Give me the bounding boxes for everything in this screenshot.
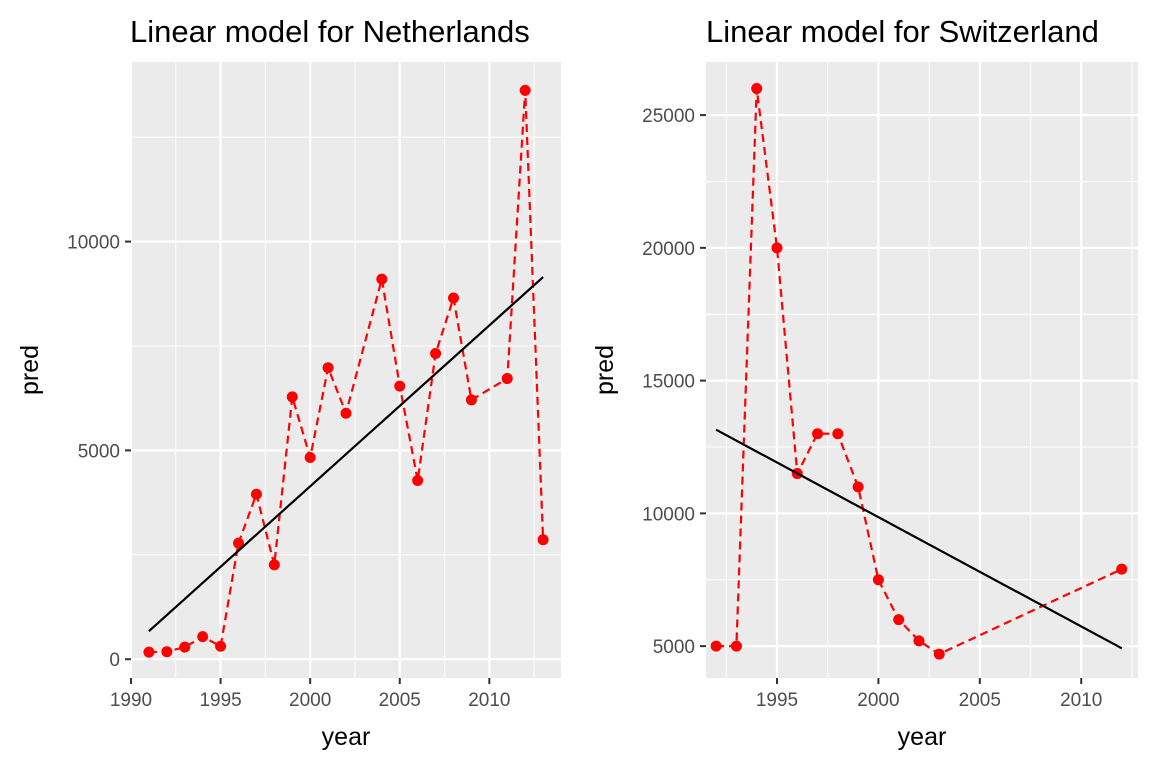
- chart-title: Linear model for Switzerland: [706, 14, 1099, 49]
- data-point: [161, 646, 173, 658]
- y-tick-label: 15000: [642, 372, 695, 393]
- data-point: [179, 641, 191, 653]
- data-point: [448, 292, 459, 304]
- y-axis: 5000 10000 15000 20000 25000: [642, 106, 706, 658]
- y-axis-title: pred: [591, 345, 619, 395]
- data-point: [215, 640, 227, 652]
- data-point: [430, 348, 442, 360]
- plot-background: [706, 62, 1138, 678]
- data-point: [751, 83, 763, 95]
- x-tick-label: 2005: [959, 690, 1001, 711]
- data-point: [852, 481, 864, 493]
- y-tick-label: 5000: [653, 637, 695, 658]
- y-tick-label: 5000: [78, 441, 120, 462]
- data-point: [143, 646, 155, 658]
- data-point: [412, 474, 424, 486]
- data-point: [913, 635, 925, 647]
- data-point: [933, 648, 945, 660]
- y-tick-label: 10000: [642, 504, 695, 525]
- data-point: [197, 631, 209, 643]
- data-point: [872, 574, 884, 586]
- data-point: [710, 640, 722, 652]
- data-point: [832, 428, 844, 440]
- data-point: [286, 391, 298, 403]
- series-layer: [710, 83, 1128, 660]
- netherlands-panel: Linear model for Netherlands 1990 1995 200…: [16, 14, 561, 751]
- data-point: [893, 614, 905, 626]
- data-point: [519, 84, 531, 96]
- x-axis: 1990 1995 2000 2005 2010: [110, 678, 510, 711]
- data-point: [322, 362, 334, 374]
- y-axis-title: pred: [16, 345, 44, 395]
- x-tick-label: 2005: [379, 690, 421, 711]
- data-point: [730, 640, 742, 652]
- data-point: [250, 488, 262, 500]
- x-axis-title: year: [898, 723, 947, 751]
- gridlines: [129, 62, 561, 678]
- chart-title: Linear model for Netherlands: [130, 14, 530, 49]
- x-axis: 1995 2000 2005 2010: [756, 678, 1102, 711]
- switzerland-panel: Linear model for Switzerland 1995 2000 200…: [591, 14, 1138, 751]
- x-tick-label: 1990: [110, 690, 152, 711]
- x-tick-label: 2000: [289, 690, 331, 711]
- data-point: [376, 273, 388, 285]
- y-tick-label: 10000: [67, 233, 120, 254]
- data-point: [233, 537, 244, 549]
- linear-fit-line: [715, 428, 1123, 650]
- y-tick-label: 25000: [642, 106, 695, 127]
- data-point: [304, 451, 316, 463]
- data-point: [340, 407, 352, 419]
- y-axis: 0 5000 10000: [67, 233, 131, 671]
- y-tick-label: 20000: [642, 239, 695, 260]
- data-point: [1116, 563, 1128, 575]
- x-tick-label: 1995: [756, 690, 798, 711]
- linear-fit-line: [148, 276, 544, 633]
- data-point: [394, 380, 406, 392]
- series-layer: [143, 84, 549, 658]
- plot-background: [131, 62, 561, 678]
- data-point: [465, 394, 477, 406]
- data-point: [501, 373, 513, 385]
- x-axis-title: year: [322, 723, 371, 751]
- x-tick-label: 2010: [1060, 690, 1102, 711]
- x-tick-label: 2010: [468, 690, 510, 711]
- data-point: [268, 559, 280, 571]
- y-tick-label: 0: [109, 650, 120, 671]
- data-point: [812, 428, 824, 440]
- x-tick-label: 1995: [199, 690, 241, 711]
- data-point: [537, 534, 549, 546]
- data-point: [771, 242, 783, 254]
- x-tick-label: 2000: [857, 690, 899, 711]
